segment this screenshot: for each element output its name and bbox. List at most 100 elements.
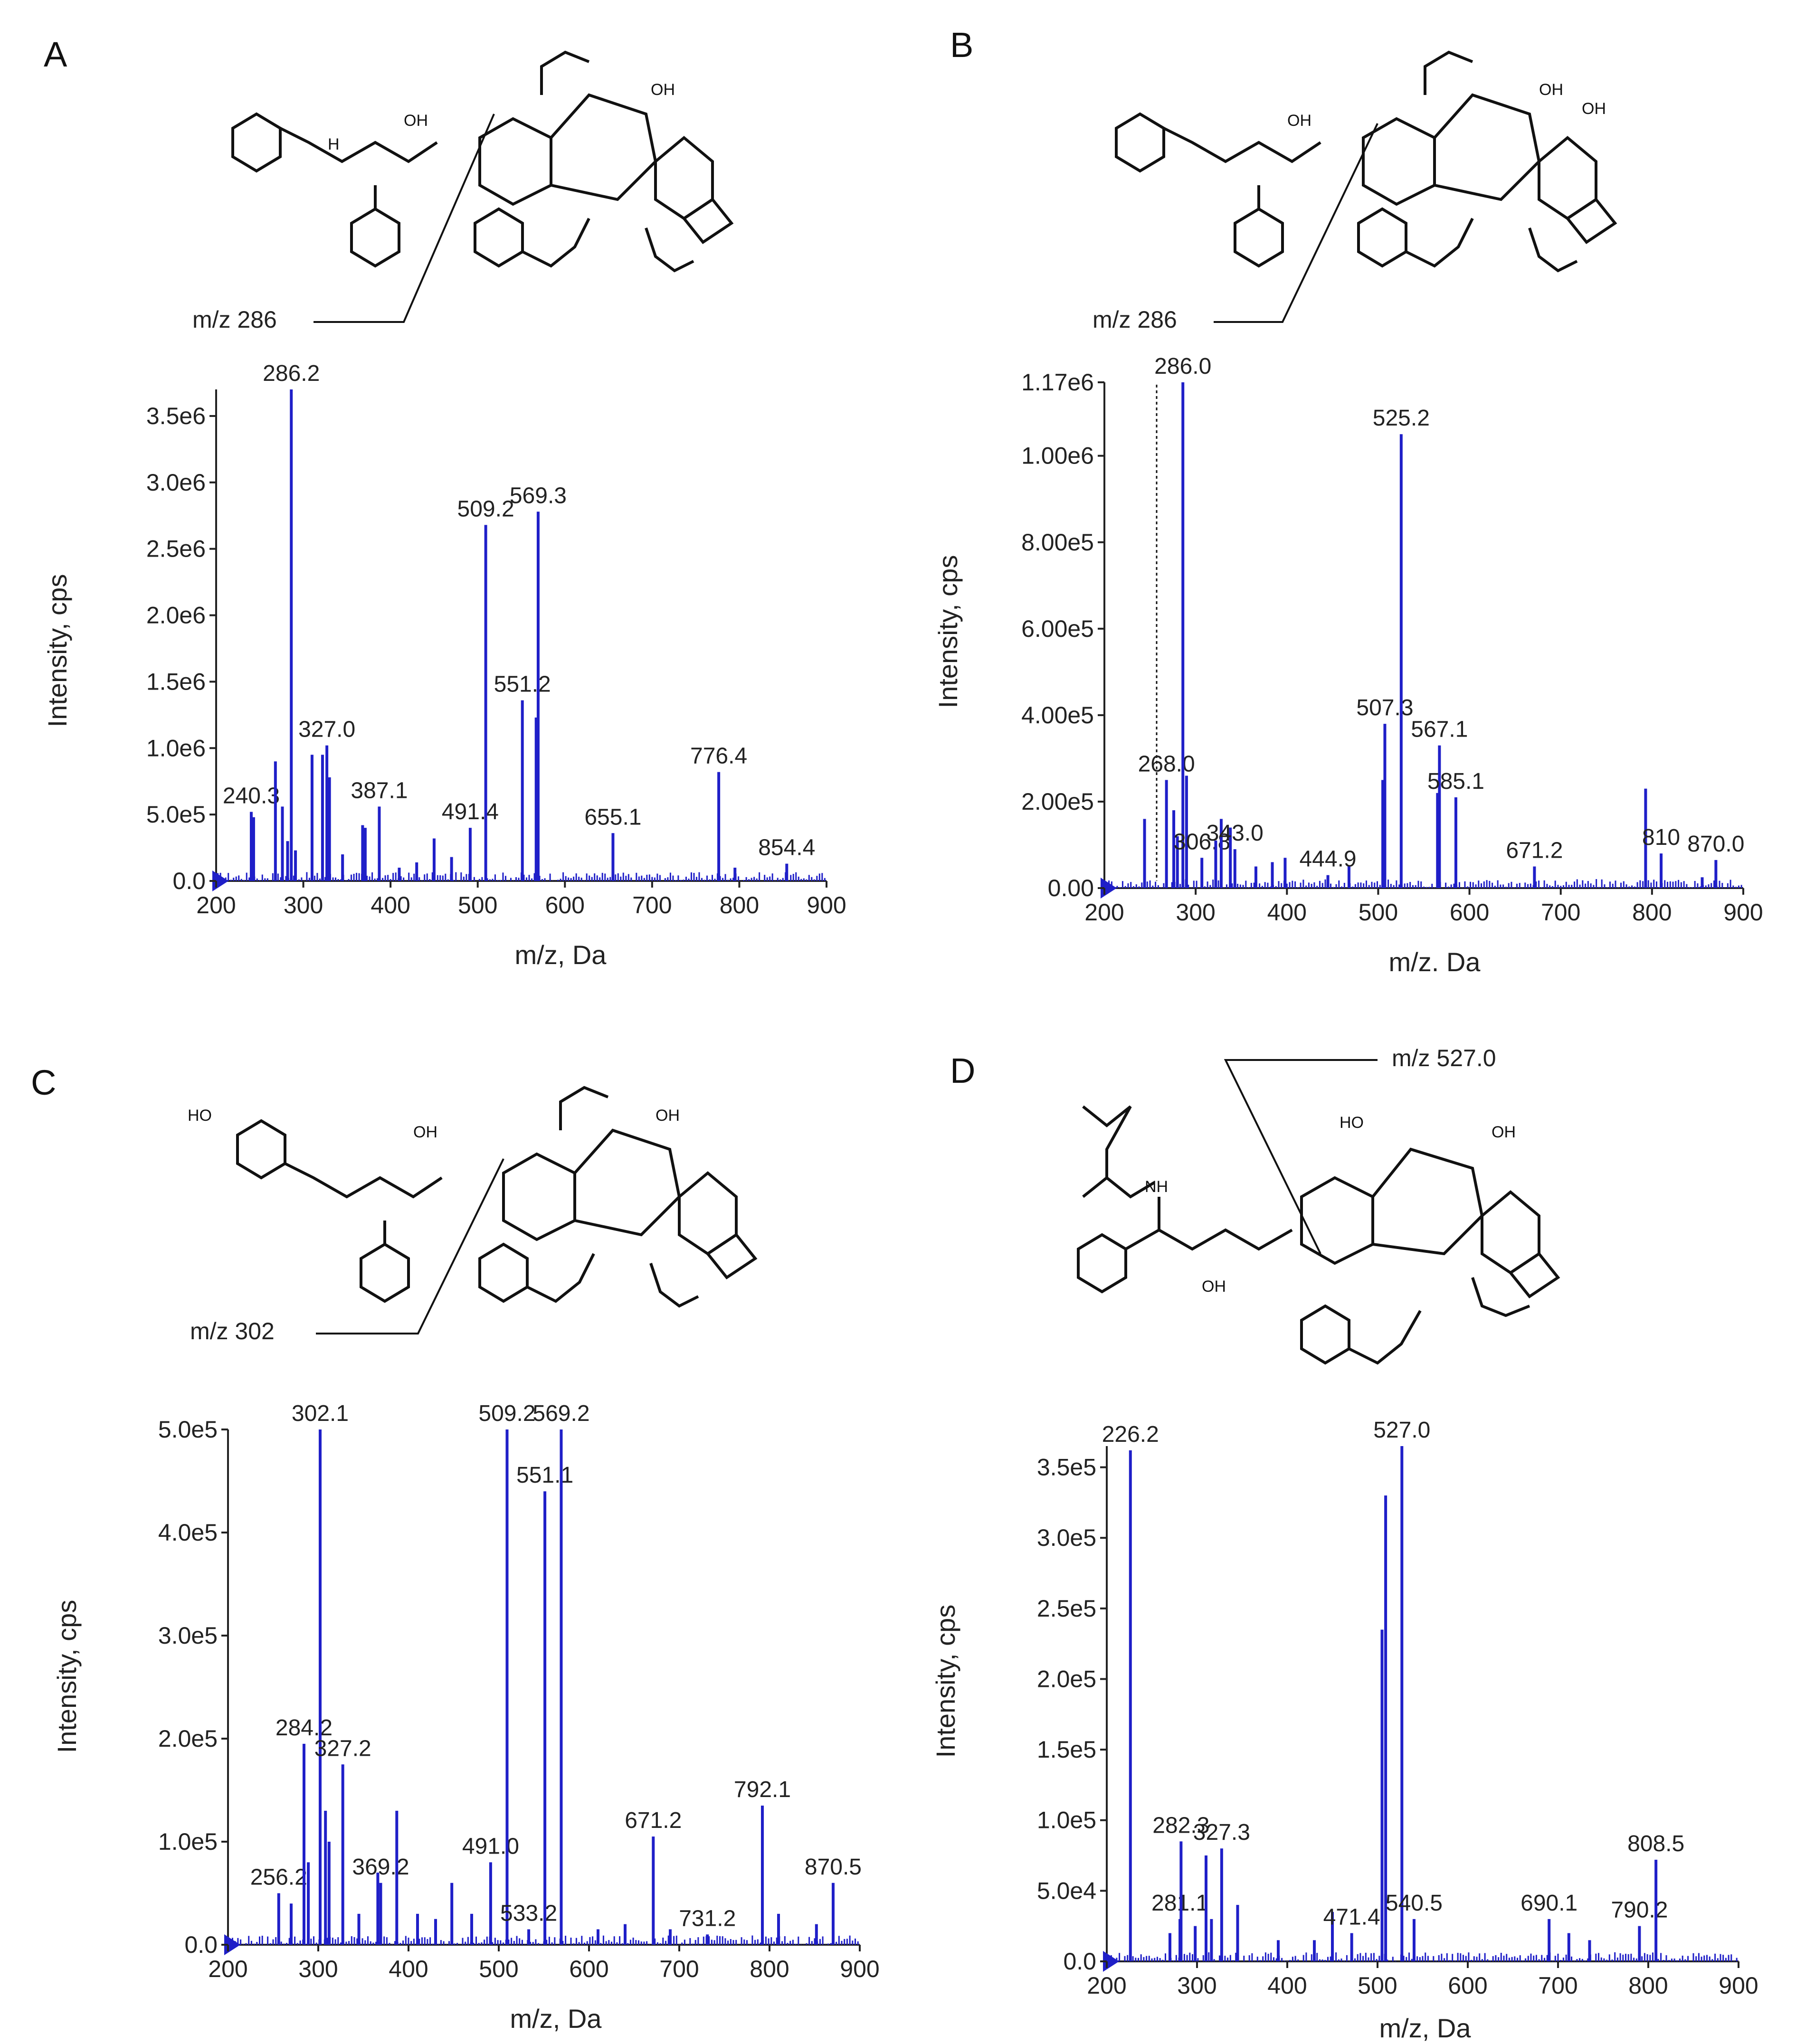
x-tick-label: 700: [1538, 1972, 1577, 1999]
acetate-bottom: [645, 227, 694, 273]
peak-label: 585.1: [1427, 769, 1484, 794]
benzoate-ring: [1357, 207, 1407, 268]
panel-b-oh-label-2: OH: [1539, 81, 1563, 99]
acetate-top: [540, 50, 590, 95]
peak-label: 569.2: [532, 1401, 589, 1426]
peak-label: 540.5: [1386, 1891, 1443, 1916]
panel-a-y-axis-title: Intensity, cps: [42, 574, 72, 728]
phenyl-ring: [360, 1242, 410, 1303]
panel-a-oh-label-2: OH: [651, 81, 675, 99]
core-ring-b: [1433, 93, 1541, 201]
peak-label: 551.2: [494, 672, 551, 697]
acetate: [1471, 1277, 1530, 1317]
y-tick-label: 0.0: [172, 868, 206, 894]
peak-label: 286.2: [263, 361, 320, 386]
x-tick-label: 300: [284, 892, 323, 918]
peak-label: 567.1: [1411, 717, 1468, 742]
y-tick-label: 1.17e6: [1021, 369, 1094, 396]
panel-a-fragment-label: m/z 286: [192, 306, 277, 333]
benzoate-link: [1405, 218, 1474, 268]
benzoate-ring: [478, 1242, 529, 1303]
x-tick-label: 700: [1541, 899, 1580, 926]
y-tick-label: 4.00e5: [1021, 702, 1094, 729]
peak-label: 808.5: [1627, 1831, 1684, 1856]
x-tick-label: 400: [1267, 1972, 1307, 1999]
acetate-bottom: [649, 1263, 699, 1308]
acetate-bottom: [1528, 227, 1578, 273]
panel-d-x-axis-title: m/z, Da: [1379, 2013, 1472, 2043]
y-tick-label: 0.0: [1063, 1948, 1096, 1975]
panel-a-structure: [231, 50, 734, 273]
peak-label: 870.0: [1687, 832, 1744, 857]
panel-c-structure: [236, 1086, 758, 1308]
acetate-top: [559, 1086, 609, 1130]
panel-c-ho-label: HO: [188, 1107, 212, 1125]
x-tick-label: 900: [807, 892, 846, 918]
x-tick-label: 500: [1359, 899, 1398, 926]
panel-a-plot: 0.0 5.0e5 1.0e6 1.5e6 2.0e6 2.5e6 3.0e6 3.5e6 20…: [146, 361, 846, 918]
benzoyl-ring: [231, 112, 282, 173]
benzoate-link: [522, 218, 590, 268]
panel-b-oh-label: OH: [1287, 112, 1311, 130]
peak-label: 655.1: [584, 804, 641, 830]
panel-c-y-axis-title: Intensity, cps: [52, 1600, 82, 1753]
panel-c-plot: 0.0 1.0e5 2.0e5 3.0e5 4.0e5 5.0e5 200 300 400 500…: [158, 1401, 880, 1982]
x-tick-label: 800: [720, 892, 759, 918]
panel-d: D NH HO OH OH m/z 527.0 Intensity, cps m…: [931, 1045, 1758, 2043]
peak-label: 790.2: [1611, 1898, 1668, 1923]
panel-c-x-axis-title: m/z, Da: [510, 2004, 602, 2034]
amide-chain: [284, 1162, 443, 1199]
x-tick-label: 500: [1358, 1972, 1397, 1999]
peak-label: 551.1: [516, 1463, 573, 1488]
benzoate-ring: [1300, 1304, 1350, 1365]
benzoate-link: [1348, 1310, 1422, 1365]
x-tick-label: 400: [389, 1956, 428, 1982]
peak-label: 284.2: [276, 1715, 333, 1741]
peak-label: 792.1: [734, 1777, 791, 1802]
panel-d-y-axis-title: Intensity, cps: [931, 1605, 960, 1758]
peak-label: 268.0: [1138, 751, 1195, 776]
peak-label: 870.5: [805, 1855, 862, 1880]
y-tick-label: 2.00e5: [1021, 788, 1094, 815]
y-tick-label: 3.5e6: [146, 403, 206, 429]
core-ring-b: [573, 1128, 681, 1237]
oxetane-ring: [1508, 1251, 1560, 1299]
x-tick-label: 300: [1176, 899, 1215, 926]
panel-c-letter: C: [31, 1063, 56, 1102]
peak-label: 444.9: [1299, 847, 1356, 872]
boc-carbonyl: [1082, 1176, 1108, 1198]
peak-label: 690.1: [1520, 1891, 1577, 1916]
y-tick-label: 3.0e5: [158, 1622, 218, 1649]
side-chain: [1125, 1228, 1293, 1251]
panel-b-x-axis-title: m/z. Da: [1389, 947, 1481, 977]
x-tick-label: 600: [545, 892, 585, 918]
x-tick-label: 900: [1723, 899, 1763, 926]
x-tick-label: 400: [1267, 899, 1307, 926]
panel-b-letter: B: [950, 25, 973, 65]
panel-a-fragment-leader: [314, 114, 495, 323]
peak-label: 471.4: [1323, 1905, 1380, 1930]
peak-label: 509.2: [478, 1401, 535, 1426]
benzoate-ring: [474, 207, 524, 268]
peak-label: 525.2: [1373, 406, 1430, 431]
y-tick-label: 2.5e5: [1037, 1595, 1096, 1622]
x-tick-label: 400: [371, 892, 410, 918]
panel-d-fragment-leader: [1224, 1059, 1378, 1254]
x-tick-label: 800: [1632, 899, 1672, 926]
x-tick-label: 300: [298, 1956, 338, 1982]
peak-label: 343.0: [1207, 821, 1264, 846]
panel-d-plot: 0.0 5.0e4 1.0e5 1.5e5 2.0e5 2.5e5 3.0e5 3.5e5 20…: [1037, 1418, 1758, 1999]
y-tick-label: 1.5e5: [1037, 1736, 1096, 1763]
panel-d-letter: D: [950, 1051, 975, 1090]
y-tick-label: 2.0e6: [146, 602, 206, 629]
acetate-top: [1424, 50, 1473, 95]
y-tick-label: 5.0e5: [146, 801, 206, 828]
panel-c: C HO OH OH m/z 302 Intensity, cps m/z, D…: [31, 1063, 880, 2034]
peak-label: 327.2: [314, 1736, 371, 1761]
benzoate-link: [526, 1253, 595, 1303]
core-ring-a: [1300, 1176, 1374, 1265]
amide-chain: [279, 127, 438, 163]
y-tick-label: 3.0e6: [146, 469, 206, 496]
peak-label: 776.4: [690, 744, 747, 769]
